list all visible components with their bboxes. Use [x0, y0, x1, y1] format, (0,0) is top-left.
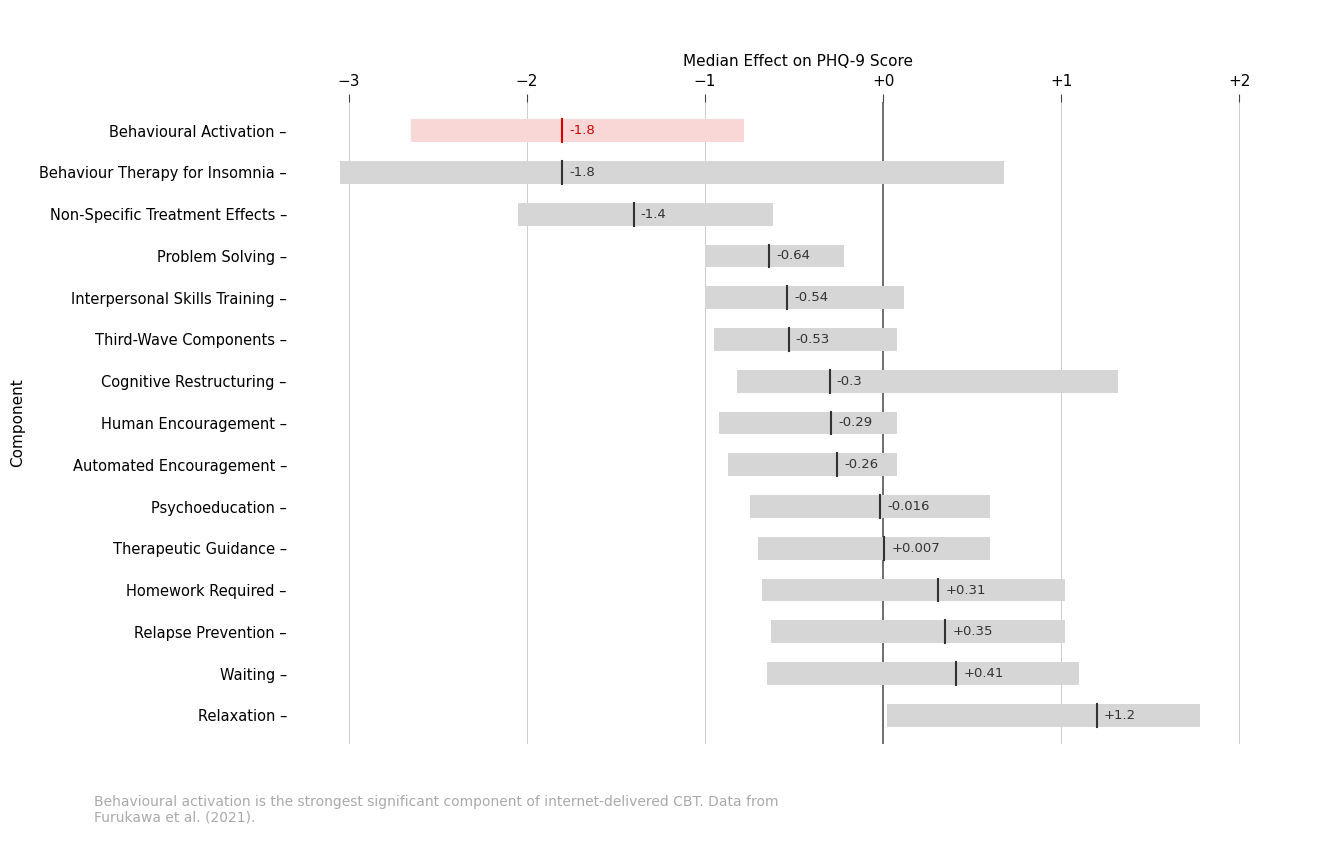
Text: +0.007: +0.007 — [891, 541, 941, 555]
Text: -1.8: -1.8 — [569, 166, 596, 179]
Bar — [749, 495, 990, 518]
Text: +0.35: +0.35 — [953, 625, 993, 638]
Text: -0.53: -0.53 — [796, 333, 831, 346]
Bar — [705, 244, 844, 267]
Text: -0.3: -0.3 — [837, 375, 863, 387]
Bar — [758, 536, 990, 560]
Bar — [714, 328, 898, 351]
Y-axis label: Component: Component — [11, 379, 25, 467]
Bar — [737, 370, 1118, 393]
Bar — [719, 411, 898, 435]
Text: -1.8: -1.8 — [569, 124, 596, 137]
Text: -0.54: -0.54 — [794, 291, 828, 305]
Text: -0.64: -0.64 — [776, 250, 811, 262]
Text: +0.41: +0.41 — [964, 667, 1004, 680]
Bar — [340, 161, 1004, 184]
Text: -1.4: -1.4 — [641, 208, 667, 221]
Text: -0.29: -0.29 — [839, 416, 872, 430]
Text: +1.2: +1.2 — [1104, 709, 1137, 722]
Bar — [762, 579, 1064, 602]
Bar — [768, 662, 1079, 685]
Text: -0.016: -0.016 — [887, 500, 930, 513]
Bar — [411, 119, 745, 142]
Text: Behavioural activation is the strongest significant component of internet-delive: Behavioural activation is the strongest … — [94, 794, 778, 825]
X-axis label: Median Effect on PHQ-9 Score: Median Effect on PHQ-9 Score — [683, 53, 914, 69]
Text: +0.31: +0.31 — [946, 584, 986, 596]
Bar — [887, 704, 1200, 727]
Bar — [705, 286, 905, 310]
Bar — [729, 453, 898, 476]
Bar — [518, 203, 773, 226]
Text: -0.26: -0.26 — [844, 459, 878, 471]
Bar — [770, 620, 1064, 643]
